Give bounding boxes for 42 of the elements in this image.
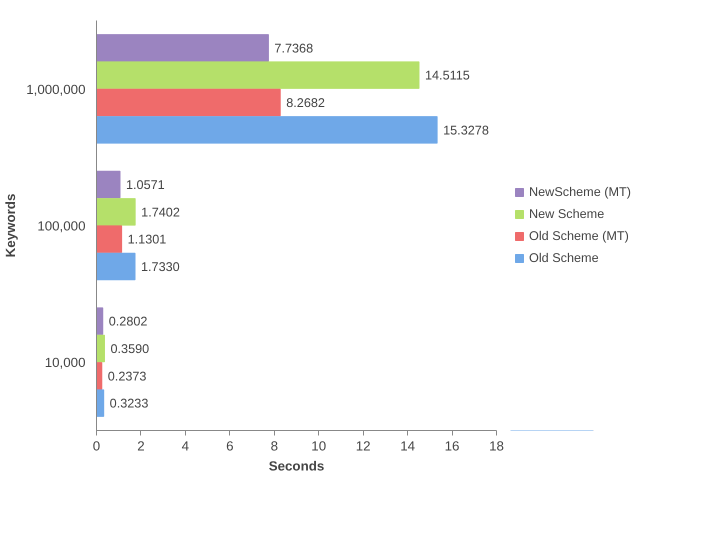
bar	[96, 334, 105, 362]
x-tick-label: 16	[444, 438, 460, 454]
data-label: 1.0571	[126, 178, 165, 192]
bar	[96, 61, 420, 89]
x-tick-label: 0	[92, 438, 100, 454]
data-label: 15.3278	[443, 123, 489, 138]
x-tick-label: 8	[270, 438, 278, 454]
bar	[96, 34, 269, 62]
y-tick-label: 10,000	[44, 355, 86, 370]
x-tick-label: 18	[489, 438, 504, 454]
bar	[96, 362, 102, 390]
bar	[96, 389, 104, 417]
data-label: 1.7330	[141, 260, 180, 274]
legend-label: NewScheme (MT)	[529, 185, 631, 199]
y-axis-title: Keywords	[3, 194, 18, 258]
y-tick-label: 100,000	[37, 218, 86, 234]
data-label: 0.3590	[110, 342, 150, 356]
bar	[96, 198, 136, 226]
data-label: 7.7368	[274, 41, 314, 56]
x-tick-label: 6	[226, 438, 234, 454]
data-label: 0.2802	[108, 314, 148, 329]
bar	[96, 225, 122, 253]
bar	[96, 88, 281, 116]
bar	[96, 252, 136, 280]
data-label: 8.2682	[286, 96, 325, 110]
data-label: 1.7402	[141, 205, 180, 220]
data-label: 0.2373	[108, 369, 146, 384]
data-label: 14.5115	[424, 68, 470, 83]
legend-label: Old Scheme	[529, 251, 599, 265]
legend-label: New Scheme	[529, 207, 604, 221]
x-tick-label: 2	[137, 438, 145, 454]
x-tick-label: 12	[356, 438, 371, 454]
legend-label: Old Scheme (MT)	[529, 229, 629, 243]
y-tick-label: 1,000,000	[26, 82, 86, 97]
data-label: 1.1301	[128, 232, 166, 247]
bar	[96, 170, 120, 198]
data-label: 0.3233	[110, 396, 148, 411]
x-axis-title: Seconds	[268, 458, 324, 474]
x-tick-label: 4	[182, 438, 190, 454]
x-tick-label: 10	[311, 438, 326, 454]
bar	[96, 116, 438, 144]
x-tick-label: 14	[400, 438, 416, 454]
